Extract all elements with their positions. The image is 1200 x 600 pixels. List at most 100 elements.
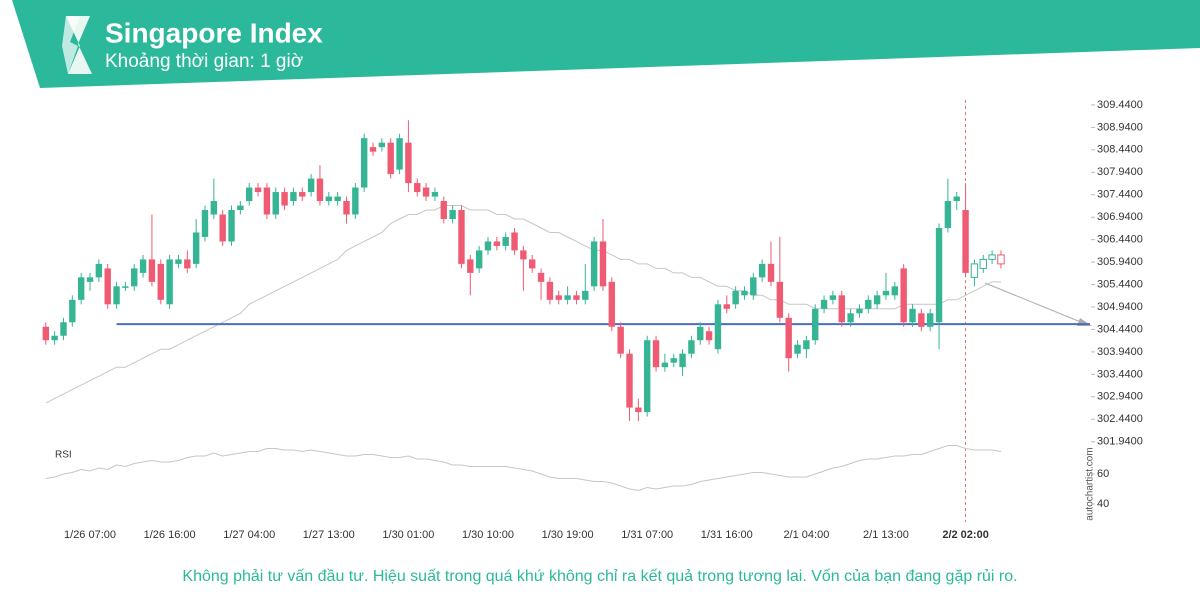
candle-body <box>378 142 386 148</box>
candle-body <box>670 358 677 363</box>
candle-body <box>396 138 403 170</box>
candle-body <box>546 281 554 300</box>
candle-body <box>104 268 111 305</box>
candle-body <box>935 227 943 323</box>
average-line <box>45 205 1001 404</box>
candle-body <box>175 259 182 264</box>
candle-body <box>812 308 819 341</box>
candle-body <box>705 331 713 341</box>
candle-body <box>608 281 616 327</box>
candle-body <box>139 259 147 273</box>
x-tick-label: 1/26 07:00 <box>64 529 116 541</box>
candle-body <box>582 290 589 300</box>
candle-body <box>210 201 218 215</box>
candle-body <box>246 187 253 202</box>
y-tick-label: 302.4400 <box>1097 413 1143 425</box>
candle-body <box>414 183 421 193</box>
candle-body <box>484 241 492 251</box>
candle-body <box>42 326 49 341</box>
x-tick-label: 1/31 16:00 <box>701 529 753 541</box>
candle-body <box>360 138 368 188</box>
candle-body <box>387 142 394 175</box>
candle-body <box>431 192 439 197</box>
candle-body <box>970 263 979 278</box>
y-tick-label: 308.9400 <box>1097 121 1143 133</box>
candle-body <box>758 263 766 278</box>
candle-body <box>458 210 465 264</box>
candle-body <box>927 313 934 327</box>
candle-body <box>590 241 598 287</box>
candle-body <box>369 147 377 152</box>
candle-body <box>281 192 288 206</box>
y-tick-label: 308.4400 <box>1097 144 1143 156</box>
x-tick-label: 1/31 07:00 <box>621 529 673 541</box>
candle-body <box>829 295 837 300</box>
candle-body <box>201 210 209 237</box>
candle-body <box>148 259 156 282</box>
candle-body <box>635 407 642 413</box>
candle-body <box>60 322 67 336</box>
candle-body <box>979 258 987 269</box>
candle-body <box>767 263 775 282</box>
candle-body <box>599 241 607 287</box>
candle-body <box>643 340 651 413</box>
x-tick-label: 1/30 19:00 <box>542 529 594 541</box>
candle-body <box>254 187 262 193</box>
candle-body <box>776 281 784 318</box>
candle-body <box>997 254 1005 265</box>
x-tick-label: 2/1 13:00 <box>863 529 909 541</box>
candle-body <box>856 308 863 314</box>
y-tick-label: 303.9400 <box>1097 346 1143 358</box>
candle-body <box>440 201 447 219</box>
candle-body <box>69 299 76 323</box>
candle-body <box>944 201 952 228</box>
candle-body <box>95 263 103 278</box>
candle-body <box>838 295 845 323</box>
candle-body <box>679 353 686 368</box>
candle-body <box>873 295 881 305</box>
candle-body <box>228 210 235 242</box>
candle-body <box>953 196 960 202</box>
candle-body <box>192 232 200 264</box>
candle-body <box>122 286 129 288</box>
candle-body <box>449 210 456 219</box>
candle-body <box>343 201 350 215</box>
chart-subtitle: Khoảng thời gian: 1 giờ <box>105 51 303 72</box>
candle-body <box>741 290 748 296</box>
candle-body <box>422 187 430 197</box>
rsi-tick-label: 60 <box>1097 468 1109 480</box>
candle-body <box>86 277 94 282</box>
x-tick-label: 1/27 13:00 <box>303 529 355 541</box>
candle-body <box>405 142 412 184</box>
candle-body <box>352 187 359 215</box>
y-tick-label: 307.9400 <box>1097 166 1143 178</box>
watermark: autochartist.com <box>1085 447 1096 520</box>
candle-body <box>272 192 279 215</box>
x-tick-label: 2/2 02:00 <box>942 529 988 541</box>
candle-body <box>113 286 120 305</box>
x-tick-label: 1/27 04:00 <box>223 529 275 541</box>
y-tick-label: 305.9400 <box>1097 256 1143 268</box>
candle-body <box>882 290 890 296</box>
candle-body <box>237 205 244 211</box>
candle-body <box>316 178 324 202</box>
disclaimer: Không phải tư vấn đầu tư. Hiệu suất tron… <box>182 568 1017 585</box>
rsi-line <box>45 445 1002 492</box>
candle-body <box>688 340 695 354</box>
candle-body <box>918 313 925 327</box>
candle-body <box>502 236 509 246</box>
candle-body <box>219 214 226 242</box>
y-tick-label: 307.4400 <box>1097 189 1143 201</box>
header-band <box>12 0 1200 88</box>
candle-body <box>891 286 899 296</box>
y-tick-label: 301.9400 <box>1097 436 1143 448</box>
candle-body <box>962 210 969 273</box>
candle-body <box>290 192 297 202</box>
y-tick-label: 306.9400 <box>1097 211 1143 223</box>
candle-body <box>803 340 810 350</box>
candle-body <box>131 268 138 287</box>
candle-body <box>697 326 704 341</box>
candle-body <box>732 290 739 305</box>
candle-body <box>865 299 872 309</box>
